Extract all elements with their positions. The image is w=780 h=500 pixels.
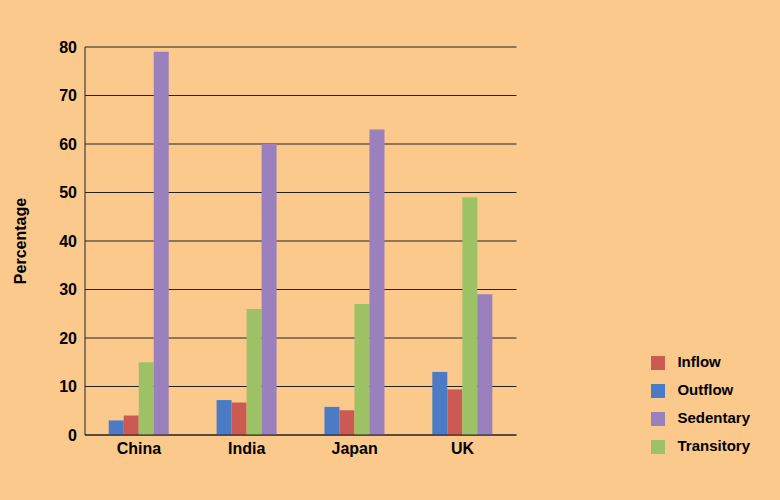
html-text:Outflow: Outflow [677,381,734,398]
svg-text:40: 40 [59,233,77,250]
svg-text:0: 0 [68,427,77,444]
svg-text:50: 50 [59,184,77,201]
svg-text:Percentage: Percentage [12,198,29,284]
svg-text:80: 80 [59,39,77,56]
html-text:Transitory: Transitory [677,437,750,454]
svg-text:30: 30 [59,281,77,298]
html-text:Sedentary: Sedentary [677,409,750,426]
svg-text:China: China [117,440,162,457]
svg-text:20: 20 [59,330,77,347]
svg-text:UK: UK [451,440,475,457]
svg-text:10: 10 [59,378,77,395]
svg-text:60: 60 [59,136,77,153]
svg-text:70: 70 [59,87,77,104]
svg-text:Japan: Japan [332,440,378,457]
html-text:Inflow: Inflow [677,353,721,370]
svg-text:India: India [228,440,265,457]
